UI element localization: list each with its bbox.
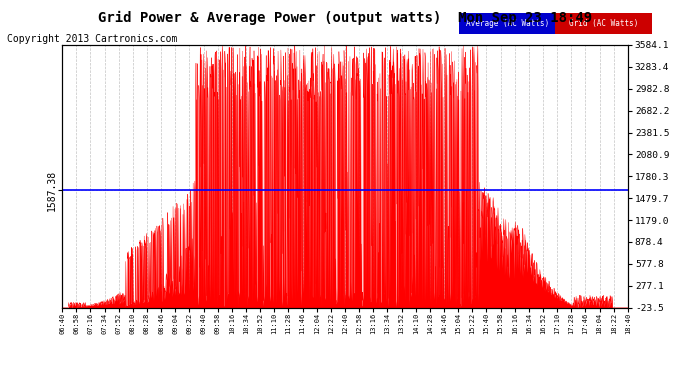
Text: Average (AC Watts): Average (AC Watts) [466,19,549,28]
Text: Copyright 2013 Cartronics.com: Copyright 2013 Cartronics.com [7,34,177,44]
Text: Grid Power & Average Power (output watts)  Mon Sep 23 18:49: Grid Power & Average Power (output watts… [98,11,592,26]
Text: Grid (AC Watts): Grid (AC Watts) [569,19,638,28]
